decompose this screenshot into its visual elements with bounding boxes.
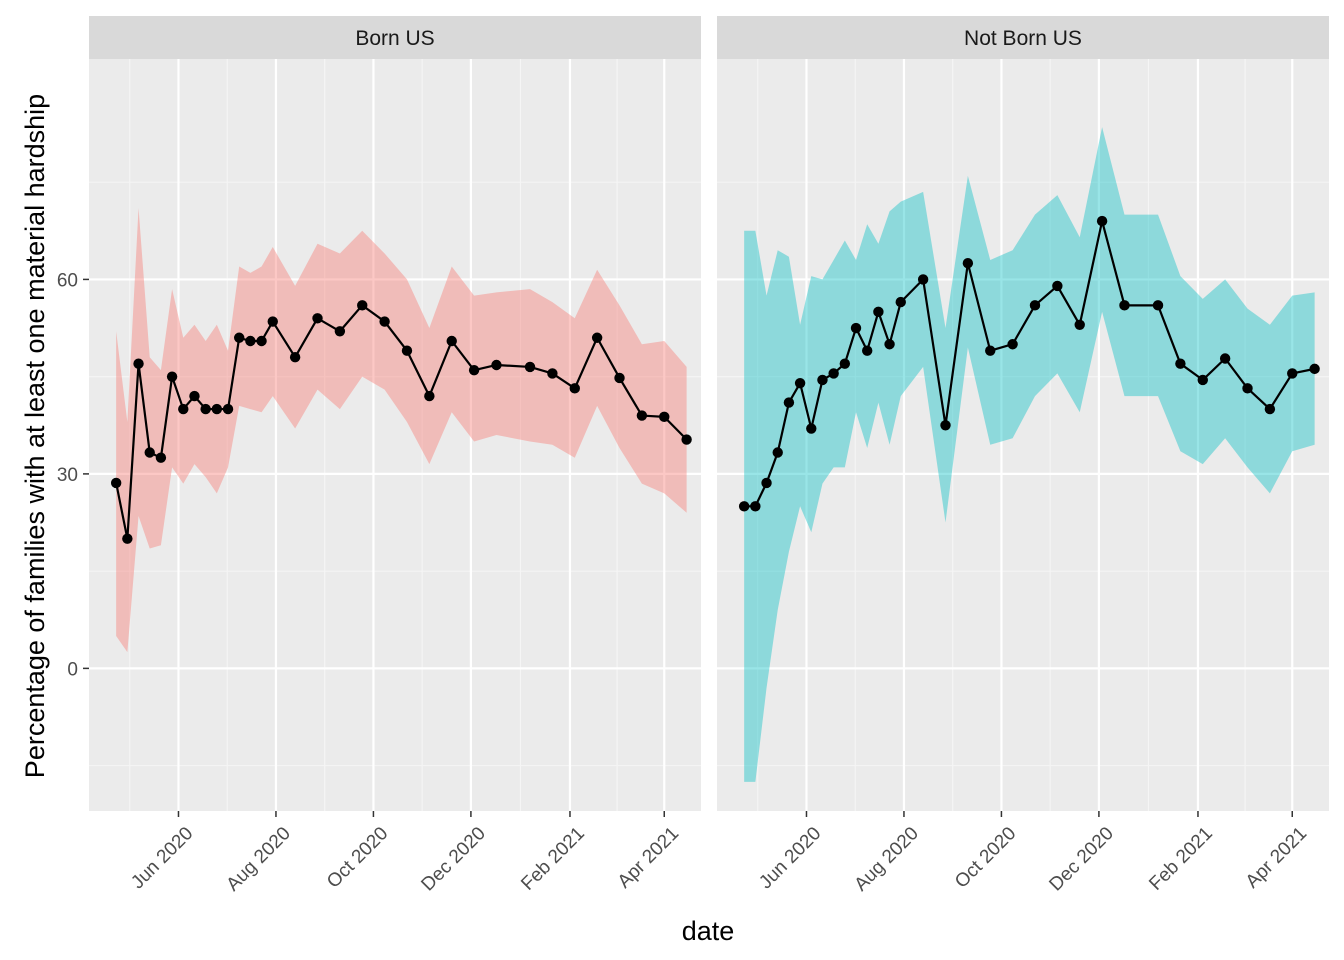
data-point <box>659 411 670 423</box>
data-point <box>468 364 480 376</box>
facet-strip-label: Born US <box>355 27 434 50</box>
data-point <box>772 447 783 458</box>
x-tick-label: Aug 2020 <box>851 823 923 895</box>
data-point <box>379 316 390 327</box>
y-tick-label: 30 <box>57 465 78 486</box>
data-point <box>1074 319 1085 330</box>
data-point <box>873 306 884 318</box>
data-point <box>110 477 122 489</box>
data-point <box>1119 300 1130 311</box>
data-point <box>1096 215 1108 227</box>
data-point <box>614 372 625 384</box>
data-point <box>234 332 245 343</box>
data-point <box>1287 368 1298 379</box>
x-tick-label: Apr 2021 <box>1242 823 1311 892</box>
x-tick-label: Feb 2021 <box>517 823 589 895</box>
facet-strip <box>717 16 1329 59</box>
x-tick-label: Feb 2021 <box>1145 823 1217 895</box>
data-point <box>122 533 133 544</box>
facet-strip <box>89 16 701 59</box>
data-point <box>133 358 144 369</box>
y-tick-label: 60 <box>57 270 78 291</box>
data-point <box>357 300 368 311</box>
data-point <box>547 368 558 379</box>
x-axis-title: date <box>682 916 735 946</box>
data-point <box>222 403 234 415</box>
data-point <box>144 447 155 458</box>
data-point <box>1052 280 1063 292</box>
data-point <box>817 374 828 386</box>
x-tick-label: Oct 2020 <box>951 823 1020 892</box>
data-point <box>862 345 873 356</box>
data-point <box>917 274 929 285</box>
data-point <box>828 368 839 379</box>
data-point <box>245 335 256 347</box>
data-point <box>1152 300 1164 311</box>
data-point <box>884 339 895 350</box>
data-point <box>189 390 200 402</box>
data-point <box>962 258 974 269</box>
x-tick-label: Oct 2020 <box>323 823 392 892</box>
x-tick-label: Dec 2020 <box>1045 823 1117 895</box>
data-point <box>1309 363 1320 375</box>
panels-layer: Born US Jun 2020 Aug 2020 Oct 2020 Dec 2020 F… <box>57 16 1329 895</box>
data-point <box>289 352 301 363</box>
panel-not-born-us: Not Born US Jun 2020 Aug 2020 Oct 2020 Dec 2… <box>717 16 1329 895</box>
data-point <box>200 403 211 415</box>
panel-born-us: Born US Jun 2020 Aug 2020 Oct 2020 Dec 2020 F… <box>57 16 701 895</box>
facet-strip-label: Not Born US <box>964 27 1082 50</box>
x-tick-label: Jun 2020 <box>127 823 197 893</box>
data-point <box>1175 358 1186 369</box>
data-point <box>839 358 851 369</box>
data-point <box>895 296 906 308</box>
data-point <box>155 452 167 463</box>
data-point <box>1219 353 1231 364</box>
data-point <box>850 322 862 334</box>
data-point <box>750 501 761 512</box>
data-point <box>738 501 750 512</box>
data-point <box>940 420 951 431</box>
data-point <box>334 326 346 337</box>
confidence-ribbon <box>116 208 687 653</box>
data-point <box>267 316 278 327</box>
confidence-ribbon <box>744 127 1315 782</box>
data-point <box>636 410 648 421</box>
data-point <box>178 403 189 415</box>
data-point <box>985 345 996 356</box>
x-tick-label: Aug 2020 <box>223 823 295 895</box>
data-point <box>806 423 817 434</box>
data-point <box>1007 339 1018 350</box>
y-axis-title: Percentage of families with at least one… <box>20 94 50 778</box>
data-point <box>524 361 536 373</box>
data-point <box>166 371 178 382</box>
x-tick-label: Apr 2021 <box>614 823 683 892</box>
data-point <box>211 403 223 415</box>
data-point <box>1029 300 1041 311</box>
x-tick-label: Dec 2020 <box>417 823 489 895</box>
y-tick-label: 0 <box>67 659 78 680</box>
data-point <box>1197 374 1208 386</box>
data-point <box>1242 383 1253 394</box>
data-point <box>569 383 580 394</box>
data-point <box>401 345 413 356</box>
data-point <box>312 313 323 324</box>
data-point <box>256 335 267 347</box>
data-point <box>761 477 772 489</box>
panel-background <box>717 59 1329 811</box>
data-point <box>446 335 457 347</box>
data-point <box>783 397 795 408</box>
data-point <box>681 434 692 445</box>
x-tick-label: Jun 2020 <box>755 823 825 893</box>
data-point <box>491 359 502 371</box>
data-point <box>424 390 435 402</box>
data-point <box>1264 403 1276 415</box>
data-point <box>591 332 603 343</box>
data-point <box>794 377 806 389</box>
panel-background <box>89 59 701 811</box>
